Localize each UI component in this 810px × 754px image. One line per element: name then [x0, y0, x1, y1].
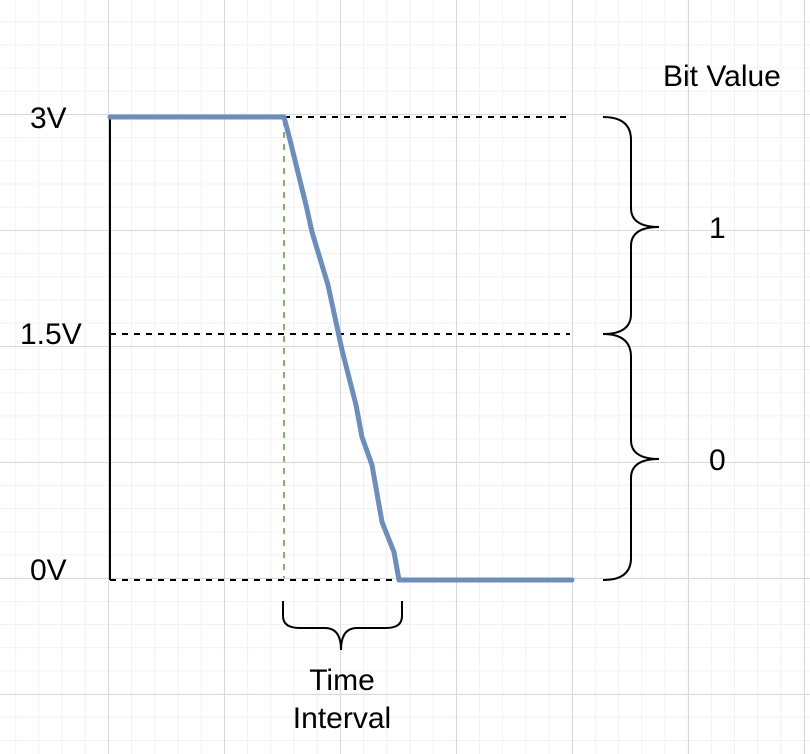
time-interval-label: Time Interval: [262, 662, 422, 738]
voltage-label-3v: 3V: [30, 102, 67, 135]
time-interval-line2: Interval: [292, 702, 392, 735]
bit-value-title: Bit Value: [663, 60, 781, 93]
bit-value-zero: 0: [709, 444, 726, 477]
voltage-label-1-5v: 1.5V: [20, 318, 82, 351]
bit-one-brace: [602, 116, 660, 335]
time-interval-brace: [282, 601, 403, 651]
bit-zero-brace: [602, 333, 660, 581]
bit-value-one: 1: [709, 212, 726, 245]
voltage-signal: [107, 114, 575, 583]
voltage-label-0v: 0V: [30, 554, 67, 587]
time-interval-line1: Time: [309, 664, 375, 697]
